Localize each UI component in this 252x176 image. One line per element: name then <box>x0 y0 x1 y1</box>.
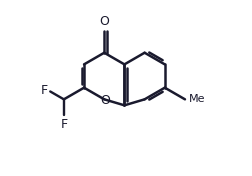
Text: O: O <box>99 15 109 28</box>
Text: Me: Me <box>188 94 205 104</box>
Text: O: O <box>101 94 110 107</box>
Text: F: F <box>60 118 68 131</box>
Text: F: F <box>41 84 48 97</box>
